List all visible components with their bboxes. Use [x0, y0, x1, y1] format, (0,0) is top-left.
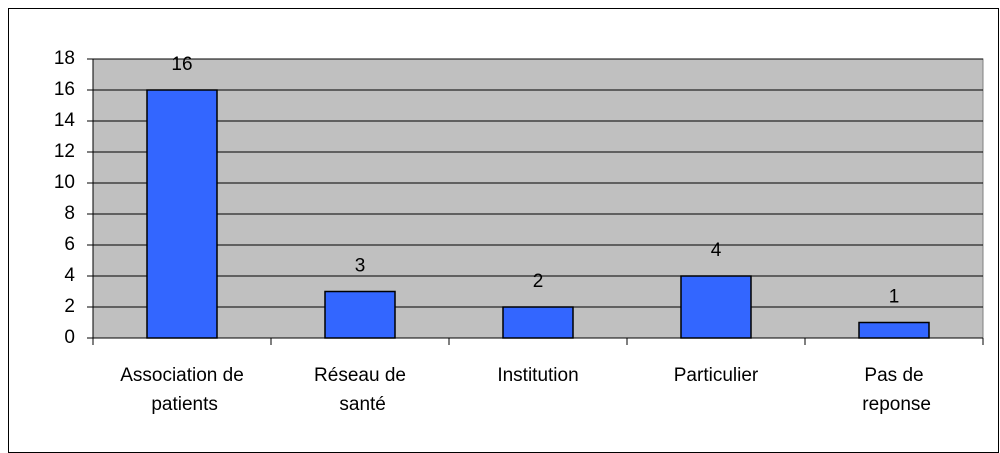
label-line: patients: [146, 394, 218, 415]
label-line: Association de: [120, 365, 244, 386]
y-tick-label: 16: [54, 79, 75, 100]
x-tick-label: Pas de reponse: [857, 365, 931, 415]
x-tick-label: Institution: [497, 365, 578, 386]
y-tick-label: 8: [64, 203, 75, 224]
label-line: Réseau de: [314, 365, 406, 386]
data-label: 4: [711, 240, 722, 261]
y-tick-label: 2: [64, 296, 75, 317]
y-tick-label: 10: [54, 172, 75, 193]
bar: [146, 89, 218, 339]
label-line: Pas de: [864, 365, 923, 386]
data-label: 3: [355, 256, 366, 277]
y-tick-label: 14: [54, 110, 76, 131]
label-line: reponse: [857, 394, 931, 415]
bar: [858, 321, 930, 339]
x-tick-label: Particulier: [674, 365, 759, 386]
y-tick-label: 6: [64, 234, 75, 255]
x-tick-label: Association de patients: [120, 365, 244, 415]
bar: [324, 290, 396, 339]
y-tick-label: 4: [64, 265, 75, 286]
bar: [680, 275, 752, 339]
bar: [502, 306, 574, 339]
y-tick-label: 12: [54, 141, 75, 162]
data-label: 1: [889, 287, 900, 308]
data-label: 16: [171, 54, 192, 75]
y-tick-label: 18: [54, 48, 75, 69]
x-tick-label: Réseau de santé: [314, 365, 406, 415]
data-label: 2: [533, 271, 544, 292]
plot-area: [92, 58, 984, 339]
y-tick-label: 0: [64, 327, 75, 348]
label-line: santé: [334, 394, 386, 415]
